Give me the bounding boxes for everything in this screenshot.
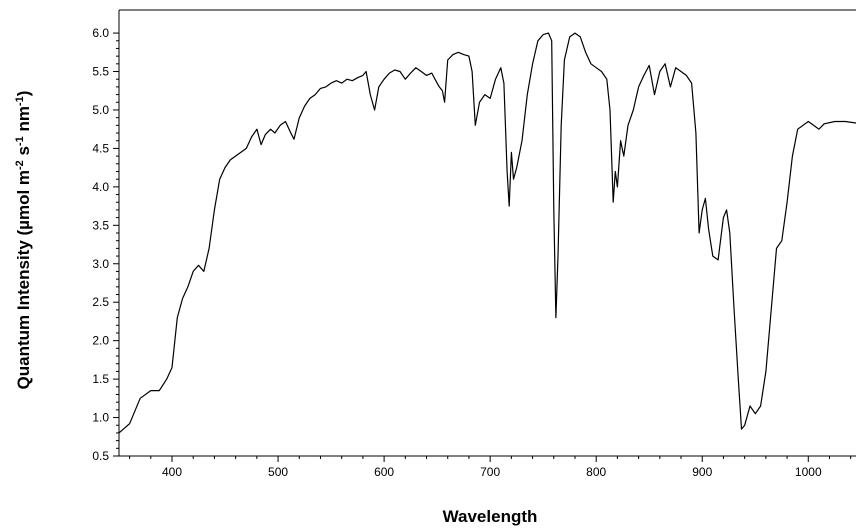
y-axis-title-superscript: -1 [14,96,26,106]
y-tick-label: 5.5 [92,65,109,79]
x-tick-label: 700 [480,465,500,479]
x-tick-label: 500 [268,465,288,479]
y-axis-title-part: Quantum Intensity (µmol m [14,170,33,389]
y-axis-title-part: s [14,146,33,160]
spectrum-line [118,32,856,434]
y-axis-title-part: nm [14,106,33,136]
y-tick-label: 4.0 [92,180,109,194]
y-tick-label: 3.0 [92,257,109,271]
y-axis-title-superscript: -2 [14,160,26,170]
y-tick-label: 3.5 [92,218,109,232]
x-tick-label: 900 [692,465,712,479]
x-tick-label: 800 [586,465,606,479]
y-axis-title-superscript: -1 [14,136,26,146]
y-tick-label: 2.5 [92,295,109,309]
x-tick-label: 400 [162,465,182,479]
y-tick-label: 2.0 [92,334,109,348]
y-tick-label: 6.0 [92,26,109,40]
x-tick-label: 600 [374,465,394,479]
x-axis-title: Wavelength [443,507,538,526]
axes: 0.5 1.0 1.5 2.0 2.5 3.0 3.5 4.0 4.5 5.0 5.5 6.0 400 5… [92,9,856,479]
y-tick-label: 1.0 [92,411,109,425]
y-tick-label: 4.5 [92,141,109,155]
y-axis-title: Quantum Intensity (µmol m-2 s-1 nm-1) [14,91,33,390]
y-axis-title-part: ) [14,91,33,97]
x-tick-label: 1000 [795,465,822,479]
series-group [118,32,856,434]
y-tick-label: 1.5 [92,372,109,386]
y-tick-label: 0.5 [92,449,109,463]
y-tick-label: 5.0 [92,103,109,117]
